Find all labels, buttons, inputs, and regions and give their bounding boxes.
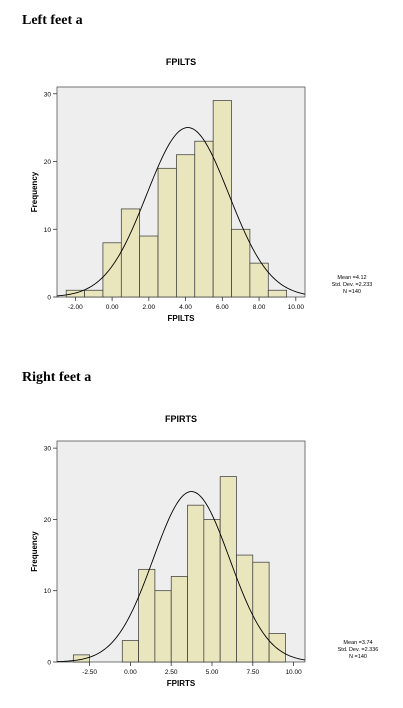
right-feet-heading: Right feet a [22,370,92,385]
histogram-bar [138,568,156,663]
histogram-bar [121,640,139,663]
x-tick-label: 7.50 [246,669,259,676]
fpilts-histogram: FPILTS 0 10 20 30 -2.00 0.00 2.00 4.00 6.00 8.00 10… [30,57,373,323]
y-tick-label: 0 [47,660,51,667]
histogram-bar [102,242,122,298]
histogram-bar [203,519,221,663]
histogram-bar [154,590,172,663]
histogram-bar [252,561,270,663]
x-axis-label: FPIRTS [167,679,196,688]
x-tick-label: 8.00 [253,304,266,311]
left-feet-heading: Left feet a [22,13,83,28]
x-tick-label: -2.50 [82,669,97,676]
y-tick-label: 10 [44,227,52,234]
chart-title: FPILTS [166,57,196,67]
x-tick-label: 0.00 [106,304,119,311]
x-tick-label: 10.00 [288,304,305,311]
histogram-bar [176,154,196,298]
histogram-bar [170,576,188,663]
stats-line: Mean =4.12 [337,275,366,281]
histogram-bar [267,289,287,298]
x-tick-label: -2.00 [68,304,83,311]
histogram-bar [231,228,251,298]
x-tick-label: 10.00 [285,669,302,676]
x-tick-label: 0.00 [124,669,137,676]
histogram-bar [139,235,159,298]
x-tick-label: 2.00 [143,304,156,311]
stats-line: Std. Dev. =2.336 [338,647,379,653]
y-axis-label: Frequency [30,531,39,572]
y-tick-label: 0 [47,295,51,302]
histogram-bar [72,654,90,663]
x-axis-label: FPILTS [168,314,196,323]
histogram-bar [212,100,232,298]
histogram-bar [120,208,141,298]
x-tick-label: 2.50 [165,669,178,676]
histogram-bar [84,289,104,298]
stats-line: Std. Dev. =2.233 [332,282,373,288]
y-tick-label: 30 [44,91,52,98]
y-tick-label: 10 [44,588,52,595]
histogram-bar [268,633,286,663]
x-tick-label: 4.00 [179,304,192,311]
stats-line: N =140 [343,289,361,295]
chart-title: FPIRTS [165,414,197,424]
histogram-bar [157,167,177,298]
normal-curve [56,127,306,297]
x-tick-label: 5.00 [206,669,219,676]
y-tick-label: 20 [44,517,52,524]
normal-curve [56,491,306,663]
y-axis-label: Frequency [30,171,39,212]
fpirts-histogram: FPIRTS 0 10 20 30 -2.50 0.00 2.50 5.00 7.50 10.00 F… [30,414,379,688]
stats-line: N =140 [349,654,367,660]
histogram-bar [187,504,205,663]
histogram-bar [194,140,214,298]
y-tick-label: 20 [44,159,52,166]
y-tick-label: 30 [44,446,52,453]
x-tick-label: 6.00 [216,304,229,311]
histogram-bar [219,476,237,663]
histogram-bar [236,554,254,663]
stats-line: Mean =3.74 [343,640,372,646]
